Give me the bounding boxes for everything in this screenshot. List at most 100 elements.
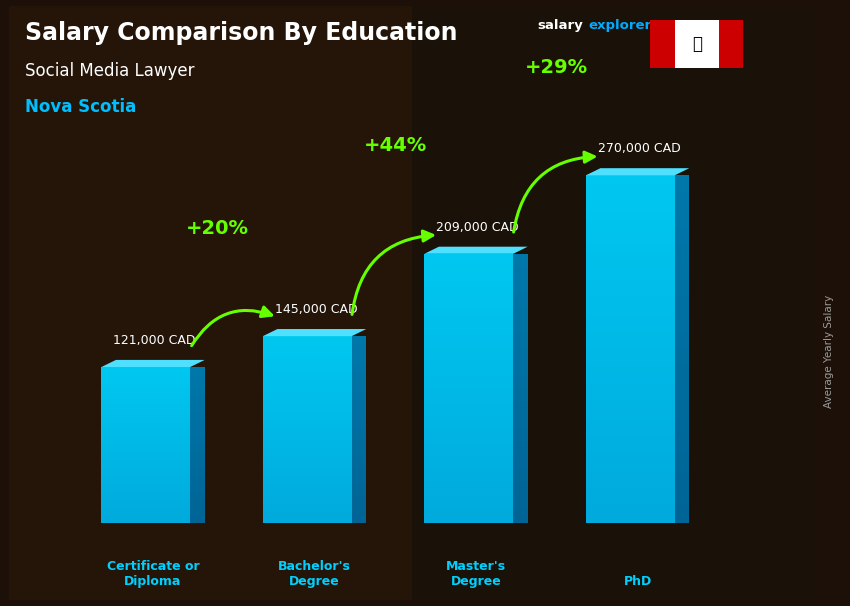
- Bar: [513, 439, 528, 442]
- Bar: [190, 501, 205, 503]
- Bar: [675, 371, 689, 375]
- Bar: [513, 459, 528, 462]
- Bar: [513, 361, 528, 365]
- Bar: [101, 459, 190, 461]
- Bar: [352, 348, 366, 350]
- Text: Master's
Degree: Master's Degree: [446, 560, 506, 588]
- Bar: [424, 382, 513, 385]
- Bar: [424, 502, 513, 506]
- Bar: [586, 375, 675, 379]
- Bar: [675, 340, 689, 345]
- Bar: [101, 381, 190, 382]
- Text: Certificate or
Diploma: Certificate or Diploma: [107, 560, 200, 588]
- Bar: [675, 249, 689, 253]
- Bar: [352, 343, 366, 345]
- Bar: [263, 350, 352, 353]
- Bar: [586, 340, 675, 345]
- Bar: [190, 493, 205, 496]
- Text: Salary Comparison By Education: Salary Comparison By Education: [25, 21, 457, 45]
- Bar: [424, 358, 513, 361]
- Text: +44%: +44%: [364, 136, 427, 155]
- Bar: [675, 210, 689, 215]
- Bar: [675, 314, 689, 319]
- Bar: [263, 483, 352, 485]
- Bar: [675, 236, 689, 241]
- Bar: [263, 471, 352, 474]
- Bar: [352, 413, 366, 416]
- Bar: [190, 419, 205, 422]
- Bar: [263, 508, 352, 511]
- Bar: [424, 388, 513, 391]
- Bar: [424, 301, 513, 304]
- Bar: [101, 395, 190, 396]
- Bar: [513, 355, 528, 358]
- Bar: [190, 470, 205, 472]
- Bar: [101, 461, 190, 462]
- Bar: [101, 480, 190, 482]
- Bar: [263, 464, 352, 467]
- Bar: [352, 516, 366, 518]
- Bar: [263, 406, 352, 408]
- Bar: [424, 456, 513, 459]
- Bar: [190, 496, 205, 498]
- Bar: [263, 392, 352, 395]
- Bar: [586, 496, 675, 501]
- Bar: [424, 411, 513, 415]
- Bar: [263, 488, 352, 490]
- Bar: [190, 375, 205, 377]
- Bar: [513, 270, 528, 274]
- Bar: [586, 331, 675, 336]
- Bar: [675, 345, 689, 349]
- Bar: [424, 519, 513, 523]
- Bar: [513, 489, 528, 493]
- Bar: [101, 382, 190, 385]
- Bar: [513, 479, 528, 482]
- Bar: [101, 503, 190, 505]
- Bar: [101, 406, 190, 408]
- Bar: [101, 429, 190, 431]
- Bar: [101, 443, 190, 445]
- Bar: [424, 516, 513, 519]
- Bar: [675, 518, 689, 523]
- Bar: [586, 423, 675, 427]
- Bar: [586, 436, 675, 440]
- Bar: [101, 517, 190, 519]
- Bar: [513, 382, 528, 385]
- Bar: [424, 428, 513, 432]
- Bar: [513, 448, 528, 452]
- Bar: [190, 410, 205, 412]
- Bar: [352, 469, 366, 471]
- Bar: [513, 307, 528, 311]
- Bar: [190, 424, 205, 425]
- Bar: [190, 395, 205, 396]
- Bar: [190, 472, 205, 474]
- Bar: [424, 513, 513, 516]
- Bar: [675, 215, 689, 219]
- Bar: [190, 480, 205, 482]
- Bar: [675, 179, 689, 184]
- Bar: [513, 315, 528, 318]
- Bar: [424, 408, 513, 412]
- Bar: [424, 452, 513, 456]
- Bar: [675, 197, 689, 201]
- Bar: [586, 397, 675, 401]
- Bar: [101, 484, 190, 486]
- Bar: [101, 490, 190, 491]
- Bar: [263, 415, 352, 418]
- Bar: [675, 492, 689, 497]
- Bar: [586, 305, 675, 310]
- Bar: [190, 443, 205, 445]
- Bar: [675, 392, 689, 397]
- Bar: [263, 518, 352, 521]
- Bar: [263, 444, 352, 446]
- Bar: [513, 365, 528, 368]
- Bar: [263, 364, 352, 367]
- Bar: [190, 453, 205, 454]
- Bar: [101, 505, 190, 507]
- Bar: [513, 385, 528, 388]
- Bar: [352, 345, 366, 348]
- Bar: [190, 448, 205, 451]
- Bar: [190, 441, 205, 443]
- Bar: [513, 513, 528, 516]
- Text: 121,000 CAD: 121,000 CAD: [114, 334, 196, 347]
